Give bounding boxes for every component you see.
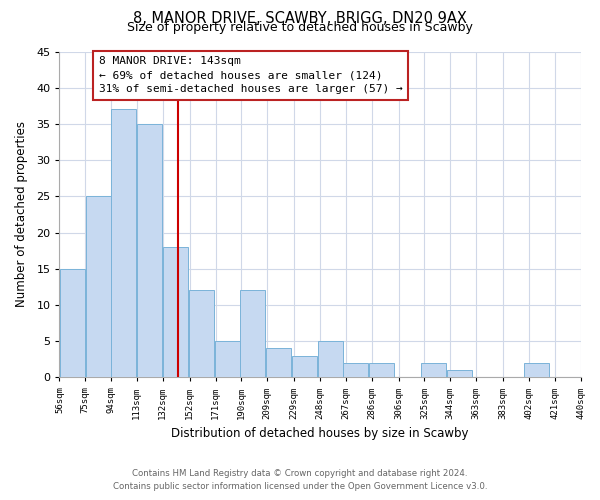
X-axis label: Distribution of detached houses by size in Scawby: Distribution of detached houses by size … xyxy=(171,427,469,440)
Text: 8 MANOR DRIVE: 143sqm
← 69% of detached houses are smaller (124)
31% of semi-det: 8 MANOR DRIVE: 143sqm ← 69% of detached … xyxy=(98,56,403,94)
Bar xyxy=(266,348,291,378)
Bar xyxy=(343,363,368,378)
Bar xyxy=(189,290,214,378)
Bar xyxy=(163,247,188,378)
Bar xyxy=(86,196,111,378)
Bar xyxy=(421,363,446,378)
Text: 8, MANOR DRIVE, SCAWBY, BRIGG, DN20 9AX: 8, MANOR DRIVE, SCAWBY, BRIGG, DN20 9AX xyxy=(133,11,467,26)
Text: Contains HM Land Registry data © Crown copyright and database right 2024.
Contai: Contains HM Land Registry data © Crown c… xyxy=(113,470,487,491)
Bar xyxy=(369,363,394,378)
Y-axis label: Number of detached properties: Number of detached properties xyxy=(15,122,28,308)
Bar xyxy=(240,290,265,378)
Bar xyxy=(292,356,317,378)
Bar xyxy=(112,110,136,378)
Bar xyxy=(215,341,239,378)
Bar xyxy=(317,341,343,378)
Bar xyxy=(60,269,85,378)
Bar xyxy=(446,370,472,378)
Bar xyxy=(137,124,162,378)
Text: Size of property relative to detached houses in Scawby: Size of property relative to detached ho… xyxy=(127,22,473,35)
Bar xyxy=(524,363,549,378)
